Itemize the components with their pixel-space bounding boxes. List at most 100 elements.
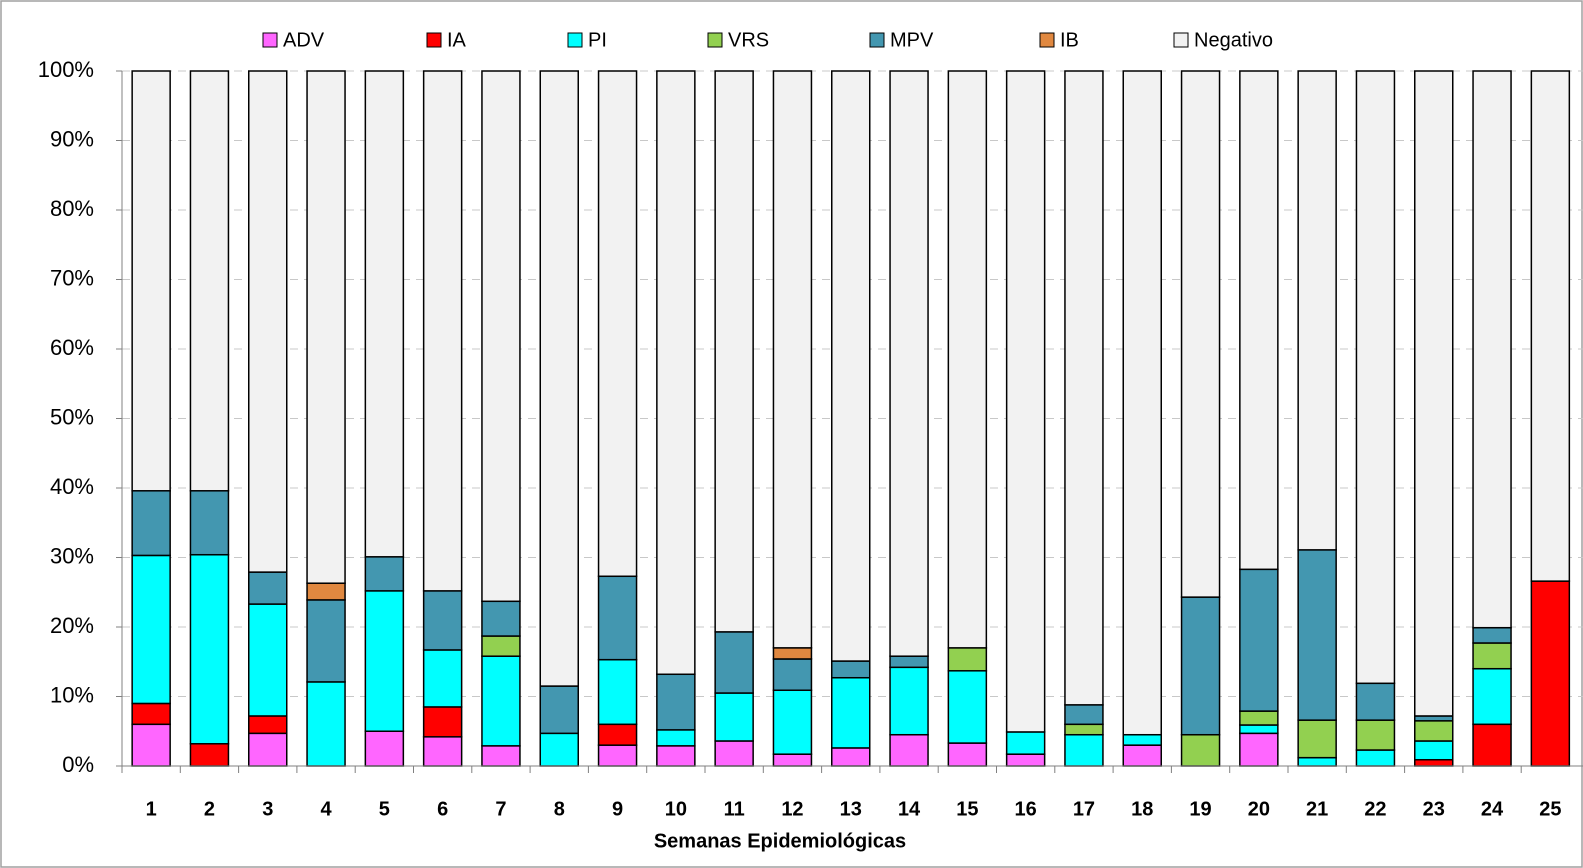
bar-segment: [597, 744, 638, 767]
x-tick-label: 15: [956, 798, 978, 820]
bar-segment: [131, 723, 171, 767]
bar-segment: [189, 553, 230, 745]
x-tick-label: 6: [437, 798, 448, 820]
x-tick-label: 8: [554, 798, 565, 820]
x-tick-label: 25: [1539, 798, 1561, 820]
bar-segment: [1355, 682, 1396, 721]
y-tick-label: 90%: [50, 126, 94, 151]
bar-segment: [306, 681, 346, 767]
legend-label: MPV: [890, 29, 934, 51]
y-tick-label: 80%: [50, 196, 94, 221]
bar-segment: [422, 736, 463, 767]
bar-segment: [889, 666, 929, 736]
bar-segment: [947, 670, 988, 744]
bar-segment: [597, 575, 638, 661]
bar-segment: [831, 660, 871, 679]
bar-segment: [1297, 719, 1337, 759]
legend-swatch: [262, 32, 278, 48]
bar-segment: [1180, 70, 1221, 598]
bar-segment: [131, 70, 171, 492]
bar-segment: [248, 70, 288, 573]
bar-segment: [539, 70, 579, 687]
bar-segment: [1122, 733, 1162, 746]
x-tick-label: 9: [612, 798, 623, 820]
bar-segment: [1297, 549, 1337, 721]
bar-segment: [306, 70, 346, 584]
bar-segment: [1239, 70, 1279, 571]
bar-segment: [889, 733, 929, 767]
bar-segment: [772, 689, 813, 755]
bar-segment: [1472, 642, 1512, 670]
y-tick-label: 70%: [50, 265, 94, 290]
x-tick-label: 3: [262, 798, 273, 820]
x-tick-label: 10: [665, 798, 687, 820]
x-tick-label: 13: [840, 798, 862, 820]
y-tick-label: 30%: [50, 543, 94, 568]
x-tick-label: 16: [1015, 798, 1037, 820]
y-tick-label: 100%: [38, 57, 94, 82]
bar-segment: [656, 729, 696, 747]
x-tick-label: 21: [1306, 798, 1328, 820]
bar-segment: [189, 70, 230, 492]
bar-segment: [364, 556, 405, 592]
x-axis-title: Semanas Epidemiológicas: [654, 830, 906, 852]
y-tick-label: 10%: [50, 682, 94, 707]
bar-segment: [1239, 710, 1279, 726]
bar-segment: [422, 649, 463, 708]
legend-label: IA: [447, 29, 467, 51]
bar-segment: [422, 590, 463, 651]
x-tick-label: 18: [1131, 798, 1153, 820]
x-tick-label: 20: [1248, 798, 1270, 820]
x-tick-label: 23: [1423, 798, 1445, 820]
y-tick-label: 20%: [50, 613, 94, 638]
x-tick-label: 2: [204, 798, 215, 820]
bar-segment: [1239, 724, 1279, 735]
bar-segment: [656, 673, 696, 731]
bar-segment: [714, 631, 754, 694]
bar-segment: [1530, 70, 1571, 582]
bar-segment: [248, 732, 288, 767]
bar-segment: [481, 655, 521, 747]
x-tick-label: 19: [1189, 798, 1211, 820]
bar-segment: [597, 658, 638, 726]
bar-segment: [189, 743, 230, 767]
bar-segment: [831, 747, 871, 767]
x-tick-label: 4: [320, 798, 332, 820]
bar-segment: [831, 676, 871, 749]
bar-segment: [1064, 723, 1104, 736]
bar-segment: [1355, 749, 1396, 767]
bar-segment: [189, 490, 230, 556]
bar-segment: [131, 702, 171, 726]
x-tick-label: 1: [146, 798, 157, 820]
bar-segment: [131, 554, 171, 705]
bar-segment: [1355, 70, 1396, 685]
legend-swatch: [567, 32, 583, 48]
bar-segment: [772, 647, 813, 660]
legend-label: PI: [588, 29, 607, 51]
bar-segment: [422, 706, 463, 738]
legend-swatch: [1039, 32, 1055, 48]
bar-segment: [481, 745, 521, 767]
y-tick-label: 60%: [50, 335, 94, 360]
bar-segment: [1355, 719, 1396, 751]
bar-segment: [1064, 733, 1104, 767]
legend-label: ADV: [283, 29, 325, 51]
bar-segment: [364, 730, 405, 767]
bar-segment: [1180, 596, 1221, 736]
bar-segment: [248, 715, 288, 735]
legend-swatch: [869, 32, 885, 48]
bar-segment: [1122, 70, 1162, 736]
x-tick-label: 11: [724, 798, 745, 820]
y-tick-label: 40%: [50, 474, 94, 499]
bar-segment: [1414, 70, 1454, 717]
bar-segment: [1122, 744, 1162, 767]
bar-segment: [1530, 580, 1571, 767]
bar-segment: [772, 658, 813, 691]
bar-segment: [1180, 733, 1221, 767]
bar-segment: [656, 70, 696, 676]
bar-segment: [1064, 704, 1104, 726]
bar-segment: [248, 571, 288, 605]
bar-segment: [1472, 723, 1512, 767]
bar-segment: [714, 740, 754, 767]
bar-segment: [131, 490, 171, 557]
